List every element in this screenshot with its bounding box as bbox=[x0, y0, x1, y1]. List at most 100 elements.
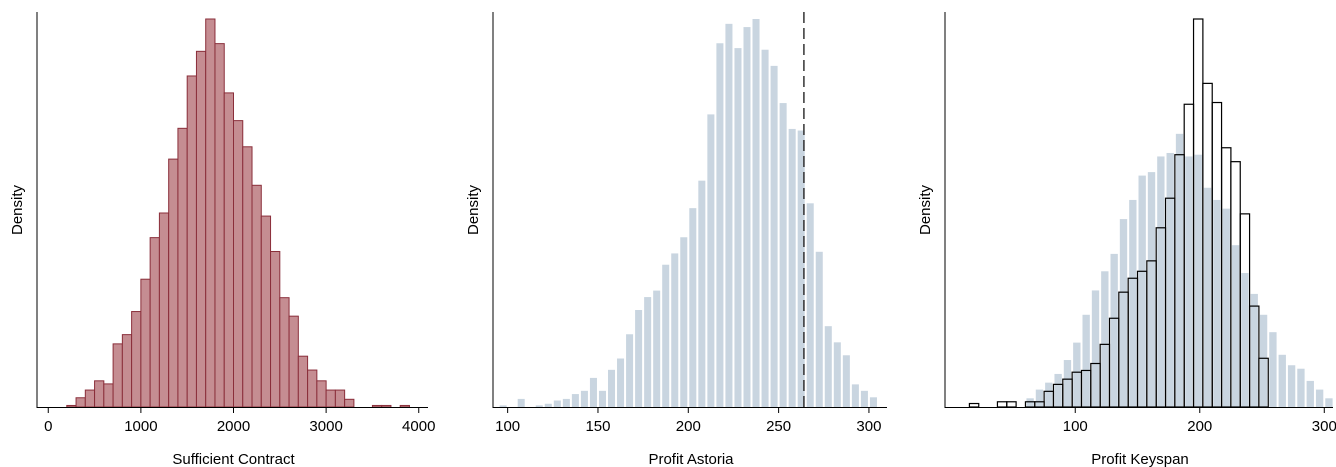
histogram-bar bbox=[788, 128, 796, 407]
x-tick-label: 200 bbox=[676, 418, 701, 435]
histogram-bar bbox=[158, 212, 170, 408]
histogram-bar bbox=[1203, 187, 1212, 407]
histogram-bar bbox=[75, 397, 86, 408]
histogram-bar bbox=[743, 27, 751, 408]
histogram-bar bbox=[1166, 152, 1174, 407]
histogram-bar bbox=[1101, 271, 1109, 407]
histogram-bar bbox=[1269, 332, 1277, 407]
histogram-bar bbox=[1315, 389, 1324, 407]
histogram-bar bbox=[1157, 156, 1165, 407]
histogram-bar bbox=[1213, 199, 1221, 407]
histogram-bar bbox=[635, 310, 643, 407]
histogram-bar bbox=[131, 311, 142, 408]
histogram-bar bbox=[806, 203, 814, 407]
x-tick-label: 3000 bbox=[309, 418, 342, 435]
outline-histogram-bar bbox=[1006, 401, 1017, 408]
x-tick-label: 1000 bbox=[124, 418, 157, 435]
histogram-bar bbox=[707, 114, 715, 407]
histogram-bar bbox=[168, 158, 179, 408]
histogram-bar bbox=[680, 237, 688, 407]
x-axis-title: Profit Astoria bbox=[648, 451, 734, 467]
histogram-bar bbox=[223, 92, 235, 408]
histogram-bar bbox=[752, 19, 760, 407]
histogram-panel-profit-keyspan: 100 200 300 Profit Keyspan Density bbox=[917, 12, 1336, 467]
histogram-bar bbox=[251, 184, 262, 408]
x-tick-label: 250 bbox=[766, 418, 791, 435]
histogram-bar bbox=[842, 355, 850, 407]
x-tick-label: 100 bbox=[495, 418, 520, 435]
histogram-bar bbox=[1147, 172, 1156, 407]
histogram-bar bbox=[815, 251, 823, 407]
histogram-bar bbox=[316, 380, 327, 408]
x-tick-label: 200 bbox=[1187, 418, 1212, 435]
histogram-bar bbox=[140, 278, 151, 408]
histogram-bar bbox=[149, 237, 160, 408]
histogram-bar bbox=[698, 180, 706, 407]
histogram-bar bbox=[186, 75, 197, 408]
histogram-bar bbox=[1026, 398, 1034, 407]
histogram-bars bbox=[66, 18, 410, 408]
histogram-bars bbox=[499, 19, 877, 408]
histogram-bar bbox=[1194, 154, 1202, 407]
histogram-bar bbox=[499, 405, 507, 407]
histogram-bar bbox=[94, 380, 105, 408]
histogram-bar bbox=[260, 215, 272, 408]
histogram-bar bbox=[851, 384, 859, 407]
histogram-bar bbox=[626, 334, 634, 407]
histogram-bar bbox=[1035, 389, 1044, 407]
histogram-bar bbox=[371, 404, 383, 408]
histogram-bar bbox=[1259, 314, 1268, 407]
histogram-bar bbox=[517, 398, 525, 407]
histogram-bar bbox=[1175, 133, 1184, 407]
histogram-bar bbox=[617, 358, 625, 407]
histogram-bars bbox=[968, 18, 1333, 408]
histogram-bar bbox=[1063, 360, 1072, 407]
x-tick-label: 300 bbox=[1312, 418, 1336, 435]
outline-histogram-bar bbox=[996, 401, 1008, 408]
histogram-panel-sufficient-contract: 0 1000 2000 3000 4000 Sufficient Contract De… bbox=[9, 12, 435, 467]
histogram-bar bbox=[1119, 219, 1128, 407]
histogram-bar bbox=[233, 120, 244, 408]
histogram-panel-profit-astoria: 100 150 200 250 300 Profit Astoria Density bbox=[465, 12, 887, 467]
histogram-bar bbox=[214, 43, 225, 408]
histogram-bar bbox=[84, 389, 96, 408]
histogram-bar bbox=[381, 404, 392, 408]
histogram-bar bbox=[544, 403, 552, 407]
y-axis-title: Density bbox=[917, 184, 934, 235]
histogram-bar bbox=[177, 127, 188, 408]
x-tick-label: 4000 bbox=[402, 418, 435, 435]
histogram-bar bbox=[571, 394, 579, 407]
x-axis-ticks: 100 150 200 250 300 bbox=[495, 407, 881, 435]
x-axis-ticks: 100 200 300 bbox=[1063, 407, 1336, 435]
histogram-bar bbox=[103, 383, 114, 408]
histogram-bar bbox=[1306, 380, 1314, 407]
histogram-bar bbox=[66, 404, 77, 408]
x-tick-label: 100 bbox=[1063, 418, 1088, 435]
histogram-bar bbox=[1287, 365, 1296, 407]
histogram-bar bbox=[1250, 293, 1258, 407]
outline-histogram-bar bbox=[968, 402, 980, 408]
histogram-bar bbox=[279, 297, 290, 408]
histogram-bar bbox=[1138, 175, 1146, 407]
histogram-bar bbox=[662, 264, 670, 407]
histogram-bar bbox=[598, 390, 606, 407]
histogram-bar bbox=[824, 326, 832, 407]
histogram-bar bbox=[399, 404, 410, 408]
histogram-bar bbox=[608, 369, 616, 407]
x-tick-label: 300 bbox=[856, 418, 881, 435]
x-axis-title: Profit Keyspan bbox=[1091, 451, 1189, 467]
histogram-bar bbox=[1241, 273, 1249, 407]
histogram-bar bbox=[653, 290, 661, 407]
histogram-bar bbox=[1325, 398, 1333, 407]
histogram-bar bbox=[1091, 290, 1100, 407]
histogram-bar bbox=[344, 398, 355, 408]
histogram-bar bbox=[779, 103, 787, 407]
x-tick-label: 2000 bbox=[217, 418, 250, 435]
histogram-bar bbox=[553, 400, 561, 407]
histogram-bar bbox=[1129, 199, 1137, 407]
histogram-bar bbox=[770, 65, 778, 407]
histogram-bar bbox=[112, 343, 123, 408]
histogram-bar bbox=[1278, 354, 1286, 407]
histogram-bar bbox=[562, 398, 570, 407]
